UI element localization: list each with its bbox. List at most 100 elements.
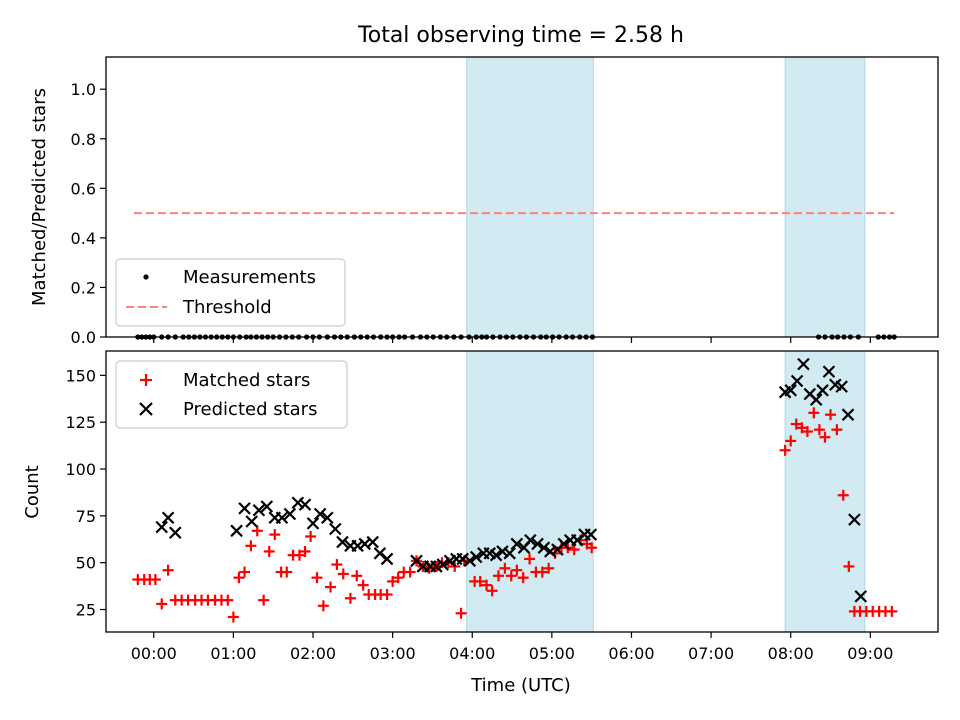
predicted-star-point	[835, 380, 848, 393]
matched-star-point	[785, 435, 797, 447]
matched-star-point	[263, 545, 275, 557]
count-x-axis: 00:00 01:00 02:00 03:00 04:00 05:00 06:00 07:00…	[131, 632, 893, 663]
y-tick-label: 0.2	[71, 278, 96, 297]
legend-matched-marker	[140, 374, 152, 386]
matched-star-point	[886, 605, 898, 617]
matched-star-point	[499, 562, 511, 574]
predicted-star-point	[245, 515, 258, 528]
count-legend: Matched stars Predicted stars	[115, 360, 348, 429]
predicted-star-point	[321, 511, 334, 525]
observing-bands	[466, 56, 866, 338]
y-tick-label: 25	[76, 601, 96, 620]
matched-star-point	[796, 422, 808, 434]
y-tick-label: 50	[76, 554, 96, 573]
matched-star-point	[162, 564, 174, 576]
predicted-star-point	[329, 522, 342, 536]
matched-star-point	[392, 572, 404, 584]
matched-star-point	[505, 570, 517, 582]
predicted-star-point	[380, 552, 394, 566]
matched-star-point	[819, 431, 831, 443]
predicted-star-point	[366, 535, 379, 549]
x-tick-label: 03:00	[370, 644, 416, 663]
predicted-star-point	[848, 513, 861, 526]
matched-star-point	[311, 572, 323, 584]
matched-star-point	[251, 525, 263, 537]
predicted-star-point	[854, 590, 868, 603]
y-tick-label: 75	[76, 507, 96, 526]
legend-label-measurements: Measurements	[183, 267, 316, 288]
predicted-star-point	[260, 500, 274, 513]
matched-star-point	[233, 572, 245, 584]
predicted-star-point	[784, 384, 797, 397]
matched-star-point	[481, 579, 493, 591]
ratio-x-axis	[153, 337, 871, 343]
predicted-star-point	[543, 545, 557, 558]
matched-star-point	[517, 572, 529, 584]
matched-star-point	[404, 566, 416, 578]
legend-label-matched: Matched stars	[183, 370, 310, 391]
matched-star-point	[258, 594, 270, 606]
y-tick-label: 100	[65, 460, 96, 479]
matched-star-point	[455, 607, 467, 619]
predicted-star-point	[489, 548, 503, 562]
matched-star-point	[156, 598, 168, 610]
figure-title: Total observing time = 2.58 h	[357, 23, 684, 48]
matched-star-point	[305, 530, 317, 542]
observing-band-2	[784, 56, 866, 338]
predicted-star-point	[809, 393, 823, 406]
ratio-axes-frame	[105, 56, 939, 338]
matched-star-point	[543, 562, 555, 574]
matched-star-point	[293, 549, 305, 561]
predicted-star-point	[503, 547, 516, 560]
predicted-star-point	[463, 554, 477, 568]
matched-star-point	[269, 529, 281, 541]
predicted-star-point	[291, 496, 305, 510]
matched-star-point	[239, 566, 251, 578]
predicted-star-point	[456, 552, 469, 566]
legend-label-threshold: Threshold	[182, 297, 272, 318]
predicted-star-point	[797, 357, 810, 371]
matched-star-point	[222, 594, 234, 606]
matched-star-point	[486, 585, 498, 597]
matched-star-point	[511, 564, 523, 576]
matched-star-point	[474, 575, 486, 587]
matched-star-point	[493, 570, 505, 582]
x-tick-label: 08:00	[768, 644, 814, 663]
legend-box	[115, 360, 348, 429]
ratio-panel: 0.0 0.2 0.4 0.6 0.8 1.0 Matched/Predicted sta…	[29, 56, 939, 347]
matched-star-point	[524, 553, 536, 565]
predicted-star-point	[469, 550, 483, 564]
predicted-star-point	[496, 545, 509, 558]
predicted-star-point	[168, 526, 182, 539]
count-marks	[132, 357, 898, 623]
matched-star-point	[344, 592, 356, 604]
predicted-star-point	[790, 374, 804, 388]
matched-star-point	[831, 424, 843, 436]
y-tick-label: 125	[65, 413, 96, 432]
predicted-star-point	[841, 408, 855, 421]
x-tick-label: 00:00	[131, 644, 177, 663]
ratio-y-axis-label: Matched/Predicted stars	[29, 88, 50, 306]
matched-star-point	[568, 544, 580, 556]
y-tick-label: 0.6	[71, 179, 96, 198]
y-tick-label: 0.4	[71, 229, 96, 248]
y-tick-label: 1.0	[71, 80, 96, 99]
observing-bands	[466, 350, 866, 633]
predicted-star-point	[252, 503, 266, 517]
count-axes-frame	[105, 350, 939, 633]
matched-star-point	[843, 560, 855, 572]
matched-star-point	[245, 540, 257, 552]
legend-predicted-marker	[139, 402, 153, 416]
predicted-star-point	[298, 498, 312, 511]
x-tick-label: 04:00	[449, 644, 495, 663]
predicted-star-point	[351, 539, 364, 553]
matched-star-point	[149, 574, 161, 586]
count-x-axis-label: Time (UTC)	[470, 675, 571, 696]
matched-star-point	[813, 424, 825, 436]
predicted-star-point	[155, 520, 169, 534]
predicted-star-point	[557, 537, 571, 551]
count-y-axis: 25 50 75 100 125 150	[65, 366, 106, 620]
x-tick-label: 01:00	[210, 644, 256, 663]
x-tick-label: 02:00	[290, 644, 336, 663]
